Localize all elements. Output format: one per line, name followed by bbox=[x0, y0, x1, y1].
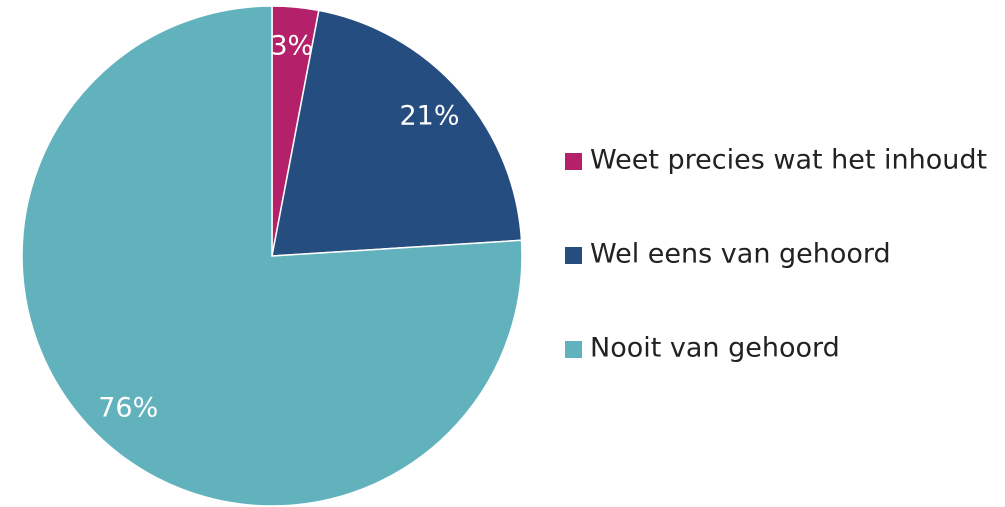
pie-slice bbox=[21, 5, 523, 507]
legend-label: Nooit van gehoord bbox=[590, 333, 840, 364]
legend-label: Wel eens van gehoord bbox=[590, 239, 891, 270]
legend-swatch bbox=[565, 153, 582, 170]
legend-swatch bbox=[565, 341, 582, 358]
pie-slice bbox=[271, 9, 523, 257]
data-label: 3% bbox=[270, 30, 313, 61]
data-label: 76% bbox=[98, 393, 158, 424]
data-label: 21% bbox=[400, 101, 460, 132]
legend-swatch bbox=[565, 247, 582, 264]
legend-label: Weet precies wat het inhoudt bbox=[590, 145, 987, 176]
